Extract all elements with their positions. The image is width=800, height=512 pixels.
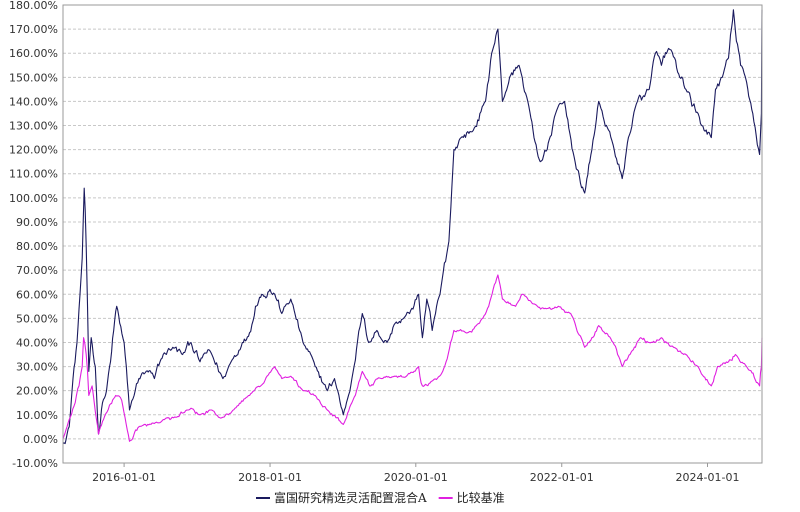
y-tick-label: 150.00% — [9, 71, 58, 84]
plot-frame — [62, 4, 763, 464]
y-tick-label: 70.00% — [16, 264, 58, 277]
x-axis-ticks: 2016-01-01 2018-01-01 2020-01-01 2022-01-01… — [92, 463, 739, 484]
x-tick-label: 2024-01-01 — [676, 471, 740, 484]
y-tick-label: 130.00% — [9, 120, 58, 133]
y-tick-label: 50.00% — [16, 312, 58, 325]
legend-label: 富国研究精选灵活配置混合A — [274, 490, 427, 505]
y-tick-label: 160.00% — [9, 47, 58, 60]
y-tick-label: 10.00% — [16, 409, 58, 422]
series-line-1 — [62, 9, 763, 445]
y-tick-label: 170.00% — [9, 23, 58, 36]
y-tick-label: 100.00% — [9, 192, 58, 205]
x-tick-label: 2018-01-01 — [238, 471, 302, 484]
y-tick-label: 40.00% — [16, 336, 58, 349]
y-tick-label: -10.00% — [12, 457, 58, 470]
x-tick-label: 2022-01-01 — [530, 471, 594, 484]
series-line-2 — [62, 274, 763, 442]
y-tick-label: 0.00% — [23, 433, 58, 446]
y-tick-label: 90.00% — [16, 216, 58, 229]
y-tick-label: 120.00% — [9, 144, 58, 157]
legend-label: 比较基准 — [457, 490, 505, 505]
y-tick-label: 180.00% — [9, 0, 58, 12]
y-tick-label: 20.00% — [16, 385, 58, 398]
y-tick-label: 80.00% — [16, 240, 58, 253]
y-axis-ticks: -10.00% 0.00% 10.00% 20.00% 30.00% 40.00% 50.0… — [9, 0, 58, 470]
x-tick-label: 2020-01-01 — [384, 471, 448, 484]
y-tick-label: 60.00% — [16, 288, 58, 301]
y-tick-label: 30.00% — [16, 361, 58, 374]
legend: 富国研究精选灵活配置混合A 比较基准 — [256, 490, 505, 505]
y-tick-label: 110.00% — [9, 168, 58, 181]
grid-lines — [63, 4, 762, 464]
y-tick-label: 140.00% — [9, 95, 58, 108]
x-tick-label: 2016-01-01 — [92, 471, 156, 484]
series-lines — [62, 9, 763, 445]
